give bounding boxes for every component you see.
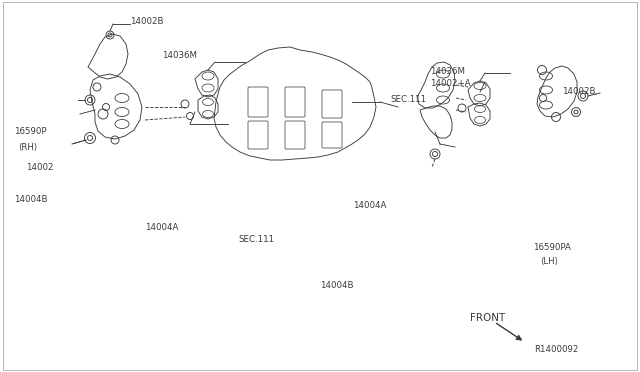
Text: SEC.111: SEC.111 — [390, 96, 426, 105]
Text: 16590P: 16590P — [14, 128, 47, 137]
Text: 14002B: 14002B — [130, 17, 163, 26]
Text: 14002B: 14002B — [562, 87, 595, 96]
Text: 14004A: 14004A — [353, 202, 387, 211]
Text: 14036M: 14036M — [430, 67, 465, 77]
Text: 14004A: 14004A — [145, 222, 179, 231]
Text: R1400092: R1400092 — [534, 346, 579, 355]
Text: ⟨LH⟩: ⟨LH⟩ — [540, 257, 558, 266]
Text: 14036M: 14036M — [162, 51, 197, 61]
Text: 14004B: 14004B — [14, 196, 47, 205]
Text: ⟨RH⟩: ⟨RH⟩ — [18, 142, 37, 151]
Text: 16590PA: 16590PA — [533, 243, 571, 251]
Text: 14004B: 14004B — [320, 280, 353, 289]
Text: 14002+A: 14002+A — [430, 80, 470, 89]
Text: FRONT: FRONT — [470, 313, 505, 323]
Text: 14002: 14002 — [26, 163, 54, 171]
Text: SEC.111: SEC.111 — [238, 235, 274, 244]
